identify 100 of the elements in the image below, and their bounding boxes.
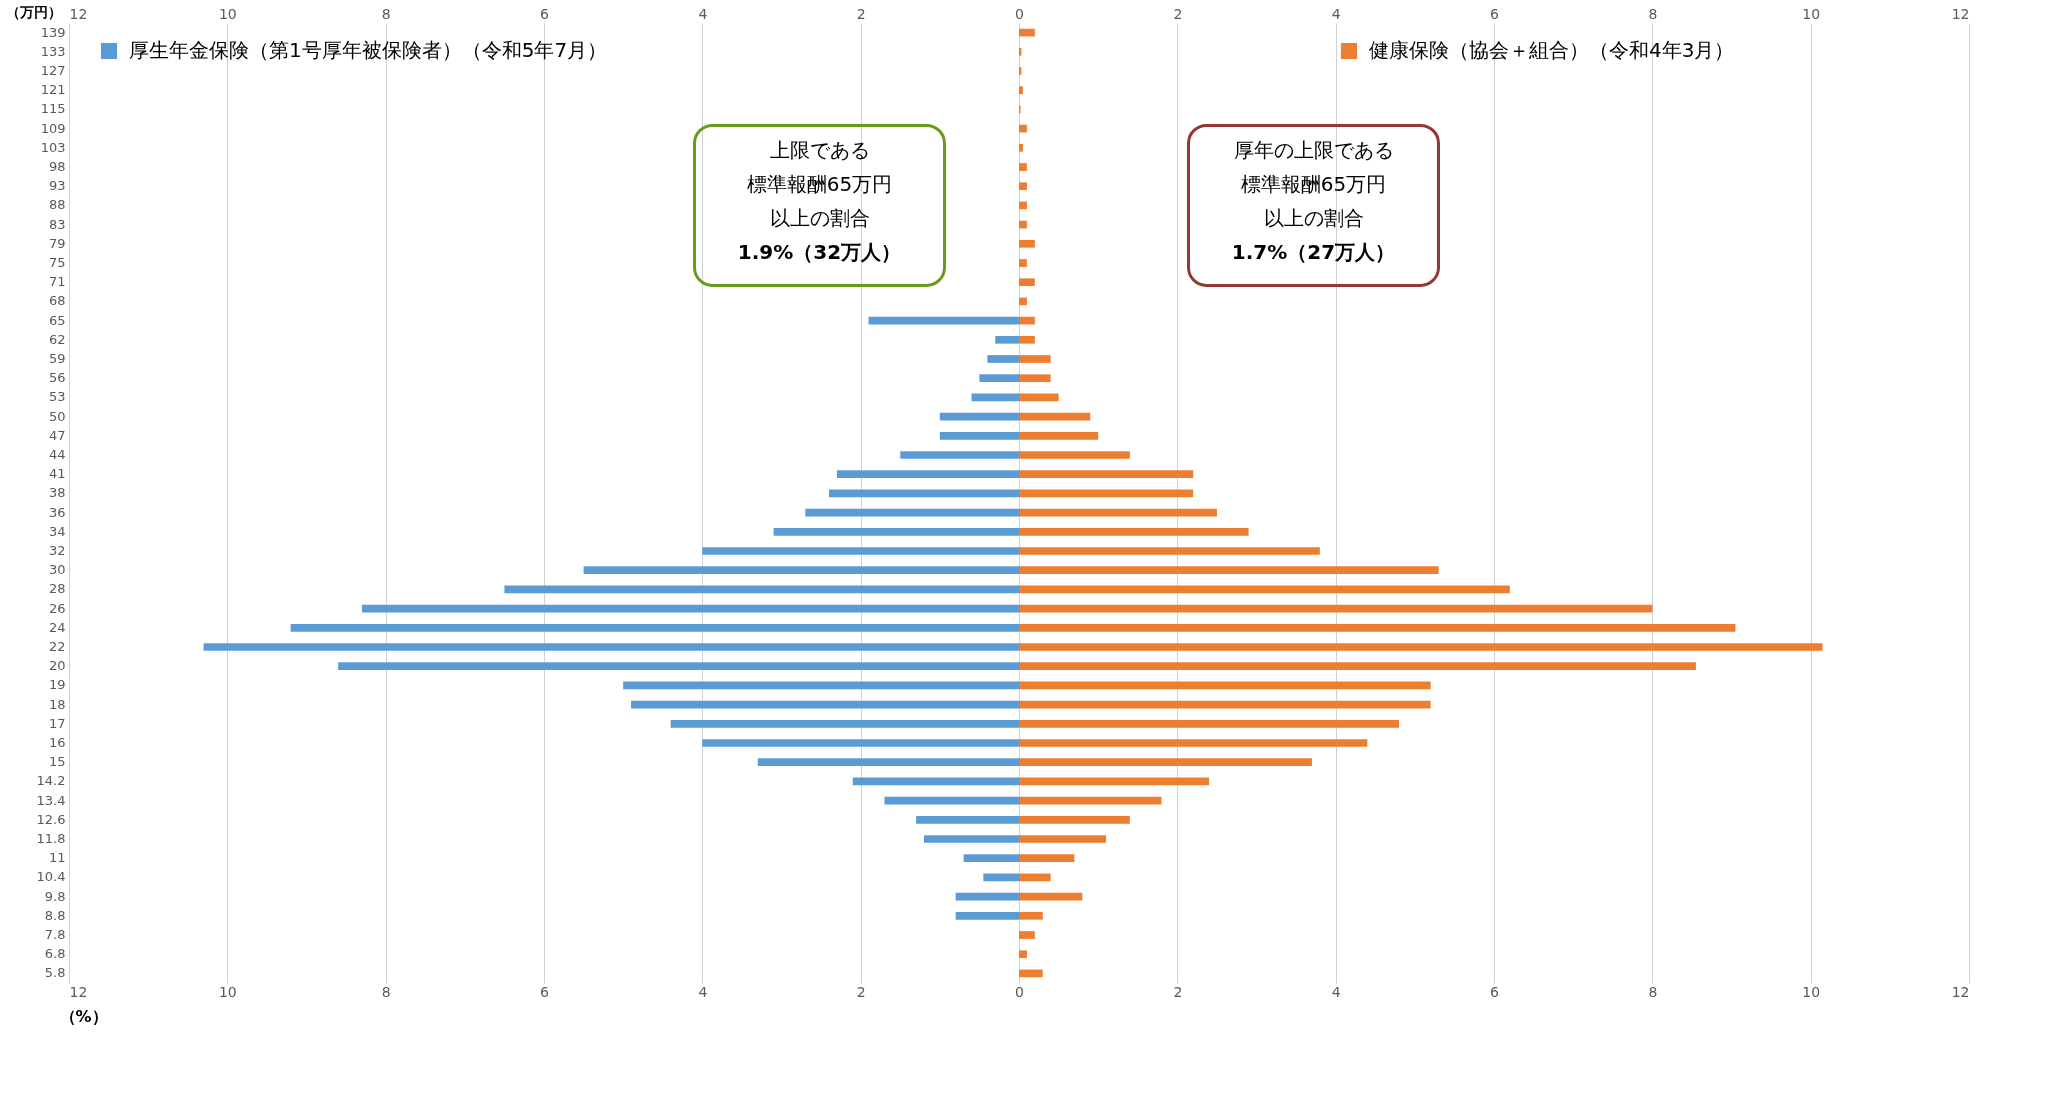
y-tick-label: 11.8 bbox=[36, 831, 66, 846]
x-tick-label: 2 bbox=[1173, 5, 1183, 22]
annotation: 標準報酬65万円 bbox=[746, 172, 893, 197]
y-tick-label: 13.4 bbox=[36, 792, 66, 808]
bar bbox=[1019, 316, 1035, 325]
y-tick-label: 62 bbox=[48, 331, 66, 347]
legend-label: 健康保険（協会＋組合）（令和4年3月） bbox=[1369, 38, 1735, 62]
y-axis-title: （万円） bbox=[5, 3, 62, 20]
bar bbox=[1019, 355, 1051, 363]
y-tick-label: 133 bbox=[40, 43, 66, 59]
x-tick-label: 8 bbox=[1648, 5, 1658, 22]
bar bbox=[1019, 873, 1051, 882]
bar bbox=[995, 335, 1019, 344]
bar bbox=[1019, 719, 1399, 728]
bar bbox=[1019, 604, 1653, 613]
x-tick-label: 6 bbox=[540, 5, 550, 22]
bar bbox=[1019, 239, 1035, 248]
y-tick-label: 98 bbox=[48, 159, 66, 174]
x2-tick-label: 4 bbox=[1331, 983, 1341, 1000]
y-tick-label: 44 bbox=[48, 447, 66, 462]
y-tick-label: 115 bbox=[40, 101, 66, 117]
x2-tick-label: 6 bbox=[1490, 983, 1500, 1000]
y-tick-label: 83 bbox=[48, 216, 66, 232]
y-tick-label: 14.2 bbox=[36, 773, 66, 789]
x2-tick-label: 2 bbox=[856, 983, 866, 1000]
bar bbox=[836, 470, 1019, 479]
y-tick-label: 36 bbox=[48, 504, 66, 520]
bar bbox=[1019, 201, 1027, 210]
bar bbox=[1019, 911, 1043, 920]
y-tick-label: 30 bbox=[48, 562, 66, 578]
bar bbox=[1019, 143, 1023, 152]
bar bbox=[583, 566, 1019, 575]
y-tick-label: 88 bbox=[48, 197, 66, 213]
bar bbox=[631, 700, 1019, 709]
y-tick-label: 127 bbox=[40, 63, 66, 78]
annotation: 以上の割合 bbox=[1263, 206, 1364, 231]
bar bbox=[1019, 796, 1162, 805]
annotation: 標準報酬65万円 bbox=[1240, 172, 1387, 197]
y-tick-label: 16 bbox=[48, 735, 66, 750]
x-tick-label: 10 bbox=[1802, 5, 1821, 22]
bar bbox=[1019, 758, 1312, 767]
bar bbox=[939, 431, 1019, 440]
bar bbox=[884, 796, 1019, 805]
bar bbox=[1019, 854, 1075, 863]
bar bbox=[852, 777, 1019, 786]
bar bbox=[971, 393, 1019, 402]
bar bbox=[1019, 220, 1027, 229]
bar bbox=[1019, 451, 1130, 459]
bar bbox=[1019, 815, 1130, 824]
x2-tick-label: 6 bbox=[540, 983, 550, 1000]
y-tick-label: 11 bbox=[48, 850, 66, 866]
bar bbox=[1019, 28, 1035, 37]
bar bbox=[1019, 527, 1249, 536]
bar bbox=[702, 547, 1019, 555]
x2-tick-label: 4 bbox=[698, 983, 708, 1000]
y-tick-label: 17 bbox=[48, 715, 66, 731]
bar bbox=[203, 643, 1019, 651]
x2-tick-label: 8 bbox=[1648, 983, 1658, 1000]
y-tick-label: 5.8 bbox=[44, 965, 66, 981]
x-tick-label: 4 bbox=[698, 5, 708, 22]
y-tick-label: 9.8 bbox=[44, 888, 66, 904]
x-tick-label: 4 bbox=[1331, 5, 1341, 22]
y-tick-label: 32 bbox=[48, 543, 66, 558]
y-tick-label: 22 bbox=[48, 639, 66, 654]
bar bbox=[1019, 489, 1194, 498]
x-tick-label: 8 bbox=[381, 5, 391, 22]
bar bbox=[1019, 374, 1051, 383]
bar bbox=[623, 681, 1019, 690]
bar bbox=[670, 719, 1019, 728]
bar bbox=[1019, 662, 1696, 671]
y-tick-label: 18 bbox=[48, 696, 66, 712]
x-axis-title: （%） bbox=[59, 1006, 108, 1026]
x-tick-label: 2 bbox=[856, 5, 866, 22]
bar bbox=[900, 451, 1019, 459]
bar bbox=[361, 604, 1019, 613]
bar bbox=[290, 623, 1019, 632]
bar bbox=[979, 374, 1019, 383]
bar bbox=[1019, 393, 1059, 402]
bar bbox=[924, 835, 1019, 843]
y-tick-label: 71 bbox=[48, 274, 66, 290]
bar bbox=[1019, 623, 1736, 632]
bar bbox=[1019, 431, 1099, 440]
annotation: 上限である bbox=[769, 138, 870, 163]
x2-tick-label: 12 bbox=[69, 983, 88, 1000]
bar bbox=[1019, 297, 1027, 306]
bar bbox=[1019, 950, 1027, 959]
y-tick-label: 20 bbox=[48, 658, 66, 674]
x2-tick-label: 0 bbox=[1015, 983, 1024, 1000]
bar bbox=[702, 739, 1019, 747]
bar bbox=[983, 873, 1019, 882]
bar bbox=[773, 527, 1019, 536]
bar bbox=[1019, 86, 1023, 95]
y-tick-label: 68 bbox=[48, 293, 66, 309]
y-tick-label: 75 bbox=[48, 255, 66, 270]
annotation: 1.7%（27万人） bbox=[1231, 240, 1396, 265]
bar bbox=[987, 355, 1019, 363]
bar bbox=[504, 585, 1019, 594]
y-tick-label: 103 bbox=[40, 139, 66, 155]
annotation: 以上の割合 bbox=[769, 206, 870, 231]
bar bbox=[1019, 931, 1035, 939]
